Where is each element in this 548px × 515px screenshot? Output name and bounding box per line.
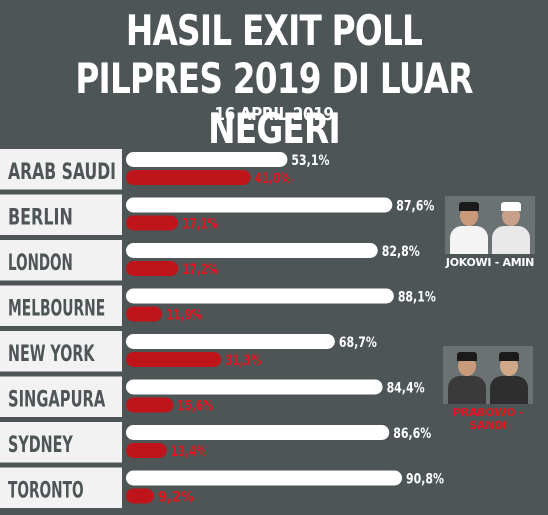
category-label-bg xyxy=(0,149,122,190)
category-label: ARAB SAUDI xyxy=(8,160,116,185)
data-label-series-b: 11,9% xyxy=(166,308,202,324)
data-label-series-b: 17,1% xyxy=(182,217,218,233)
data-label-series-b: 15,6% xyxy=(177,399,213,415)
category-label-bg xyxy=(0,376,122,417)
bar-series-a xyxy=(126,470,403,486)
bar-series-a xyxy=(126,379,383,395)
category-label-bg xyxy=(0,194,122,235)
candidate-b-photo xyxy=(443,346,533,404)
bar-series-a xyxy=(126,288,394,304)
data-label-series-a: 68,7% xyxy=(339,335,377,351)
category-label: BERLIN xyxy=(8,206,73,231)
bar-series-b xyxy=(126,443,167,458)
category-label-bg xyxy=(0,422,122,463)
data-label-series-a: 90,8% xyxy=(406,472,444,488)
bar-series-b xyxy=(126,170,251,185)
category-label: SINGAPURA xyxy=(8,388,105,413)
bar-series-a xyxy=(126,425,390,440)
category-label-bg xyxy=(0,467,122,508)
person-icon xyxy=(447,350,487,404)
person-icon xyxy=(491,200,531,254)
chart-date: 16 APRIL 2019 xyxy=(214,104,334,125)
category-label-bg xyxy=(0,331,122,372)
bar-series-b xyxy=(126,397,174,413)
category-label: TORONTO xyxy=(8,479,84,504)
bar-series-b xyxy=(126,306,163,322)
bar-series-b xyxy=(126,352,222,367)
category-label: NEW YORK xyxy=(8,342,95,367)
category-label: LONDON xyxy=(8,251,73,276)
legend-label-b: PRABOWO - SANDI xyxy=(453,406,523,432)
bar-series-a xyxy=(126,243,378,258)
legend-candidate-b: PRABOWO - SANDI xyxy=(438,346,538,432)
category-label-bg xyxy=(0,240,122,281)
bar-series-b xyxy=(126,488,154,504)
data-label-series-a: 53,1% xyxy=(291,153,329,169)
bar-series-a xyxy=(126,152,288,167)
bar-series-b xyxy=(126,215,178,231)
data-label-series-a: 88,1% xyxy=(398,290,436,306)
person-icon xyxy=(489,350,529,404)
category-label: MELBOURNE xyxy=(8,297,105,322)
chart-title-line1: HASIL EXIT POLL xyxy=(125,6,423,55)
candidate-a-photo xyxy=(445,196,535,254)
data-label-series-b: 9,2% xyxy=(158,490,194,506)
bar-series-b xyxy=(126,261,179,276)
data-label-series-b: 31,3% xyxy=(225,353,261,369)
data-label-series-a: 86,6% xyxy=(393,426,431,442)
data-label-series-a: 87,6% xyxy=(396,199,434,215)
legend-label-a: JOKOWI - AMIN xyxy=(445,256,535,269)
data-label-series-b: 41,0% xyxy=(255,171,291,187)
legend-candidate-a: JOKOWI - AMIN xyxy=(440,196,540,269)
data-label-series-a: 84,4% xyxy=(387,381,425,397)
data-label-series-b: 13,4% xyxy=(171,444,207,460)
bar-series-a xyxy=(126,334,335,349)
person-icon xyxy=(449,200,489,254)
bar-series-a xyxy=(126,197,393,213)
data-label-series-a: 82,8% xyxy=(382,244,420,260)
category-label: SYDNEY xyxy=(8,433,73,458)
chart-title-line2: PILPRES 2019 DI LUAR NEGERI xyxy=(75,54,473,153)
category-label-bg xyxy=(0,285,122,326)
data-label-series-b: 17,2% xyxy=(182,262,218,278)
